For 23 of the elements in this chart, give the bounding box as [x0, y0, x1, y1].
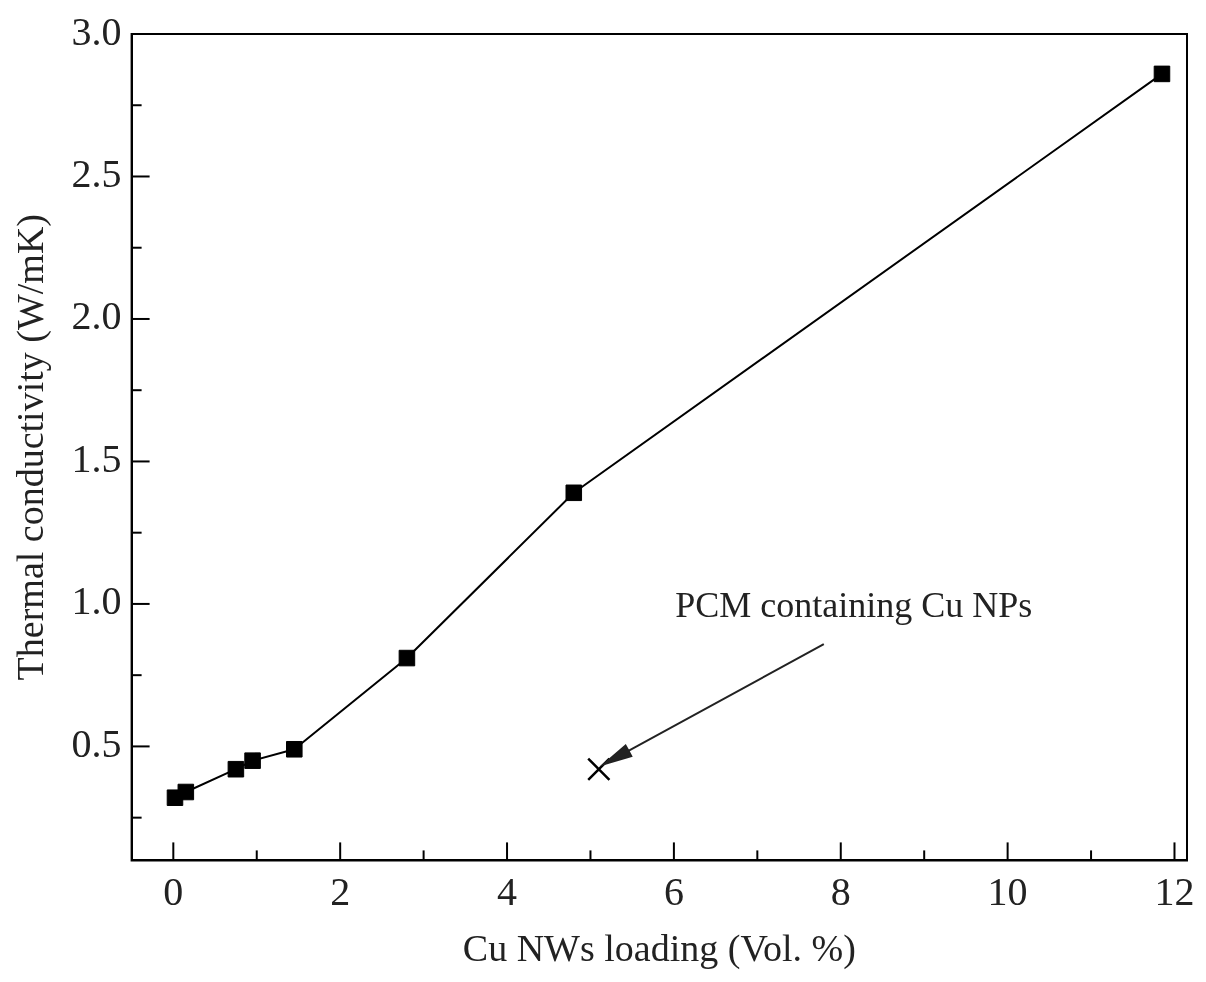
- y-tick-label: 1.5: [71, 435, 122, 481]
- annotation: PCM containing Cu NPs: [675, 584, 1033, 625]
- point: [286, 740, 303, 758]
- y-tick-label: 2.5: [71, 150, 122, 196]
- x-tick-label: 10: [987, 868, 1028, 914]
- point: [1153, 65, 1171, 83]
- x-tick-label: 0: [163, 868, 184, 914]
- point: [227, 760, 245, 778]
- point: [177, 783, 195, 801]
- y-axis-title: Thermal conductivity (W/mK): [8, 213, 52, 681]
- x-tick-label: 8: [830, 868, 851, 914]
- x-tick-label: 6: [663, 868, 684, 914]
- y-tick-label: 0.5: [71, 720, 122, 766]
- point: [244, 752, 261, 769]
- x-tick-label: 12: [1154, 868, 1195, 914]
- point: [565, 484, 583, 502]
- x-tick-label: 4: [497, 868, 518, 914]
- y-tick-label: 1.0: [71, 578, 122, 624]
- x-axis-title: Cu NWs loading (Vol. %): [462, 927, 856, 971]
- y-tick-label: 3.0: [71, 8, 122, 54]
- y-tick-label: 2.0: [71, 293, 122, 339]
- x-tick-label: 2: [330, 868, 351, 914]
- point: [398, 649, 416, 667]
